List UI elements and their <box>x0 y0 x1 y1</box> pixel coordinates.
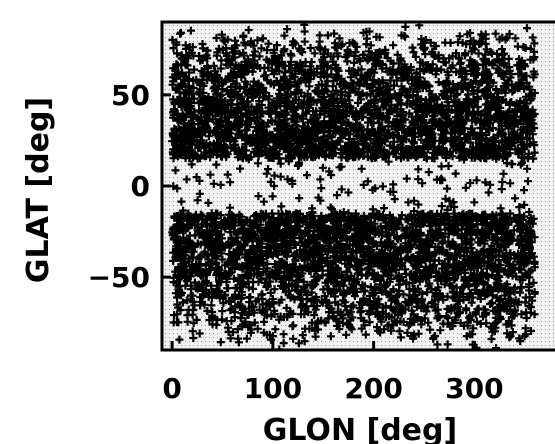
x-tick-label: 300 <box>445 372 503 405</box>
data-points <box>168 22 539 350</box>
plus-markers <box>168 22 539 350</box>
y-axis-label: GLAT [deg] <box>21 97 56 283</box>
y-tick-label: −50 <box>88 261 150 294</box>
y-tick-label: 0 <box>131 170 150 203</box>
x-tick-label: 0 <box>162 372 181 405</box>
y-ticks: 50 0 −50 <box>88 79 171 294</box>
x-ticks: 0 100 200 300 <box>162 341 504 405</box>
y-tick-label: 50 <box>111 79 150 112</box>
x-axis-label: GLON [deg] <box>263 413 457 444</box>
x-tick-label: 100 <box>244 372 302 405</box>
x-tick-label: 200 <box>344 372 402 405</box>
